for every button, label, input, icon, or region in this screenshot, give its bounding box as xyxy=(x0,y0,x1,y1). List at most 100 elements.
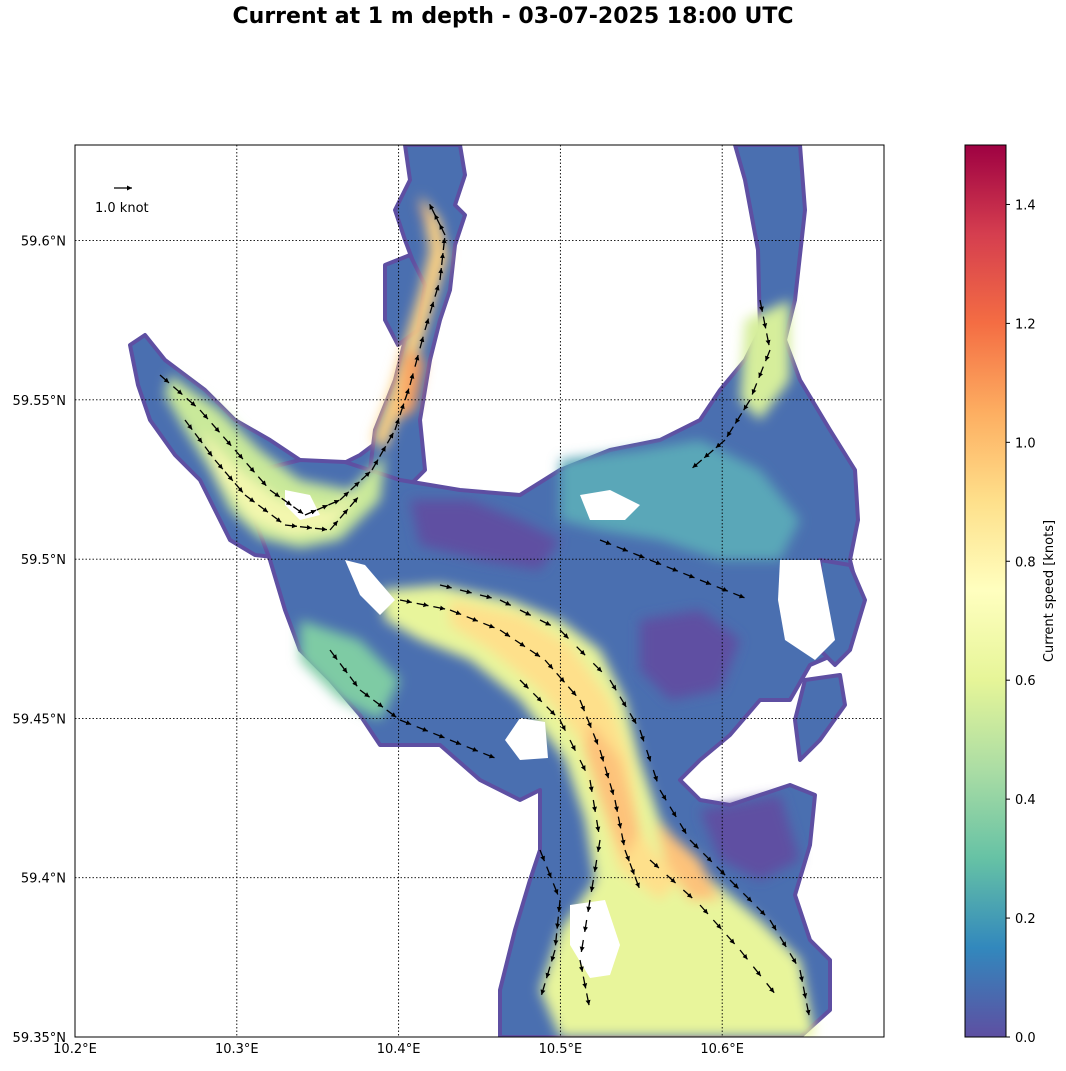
current-arrow xyxy=(349,676,358,687)
current-arrow xyxy=(399,403,405,416)
current-arrow xyxy=(199,409,209,420)
current-arrow xyxy=(441,238,447,251)
current-arrow xyxy=(483,622,495,629)
current-vectors xyxy=(159,203,811,1016)
current-arrow xyxy=(246,462,256,473)
current-arrow xyxy=(764,349,771,362)
current-arrow xyxy=(439,584,452,590)
current-arrow xyxy=(779,936,787,948)
current-arrow xyxy=(733,592,745,599)
current-arrow xyxy=(743,399,751,411)
current-arrow xyxy=(726,934,736,945)
current-arrow xyxy=(613,799,619,812)
current-arrow xyxy=(419,336,425,349)
current-arrow xyxy=(514,639,526,648)
colorbar-tick-label: 0.8 xyxy=(1015,555,1036,570)
current-arrow xyxy=(546,866,552,879)
colorbar-ticks: 0.0 0.2 0.4 0.6 0.8 1.0 1.2 1.4 xyxy=(1006,198,1036,1046)
y-tick-label: 59.6°N xyxy=(21,235,66,250)
current-arrow xyxy=(703,449,714,459)
current-arrow xyxy=(617,816,623,829)
current-arrow xyxy=(756,906,766,916)
current-arrow xyxy=(204,446,213,457)
x-tick-label: 10.3°E xyxy=(215,1042,259,1057)
current-arrow xyxy=(546,706,556,716)
current-arrow xyxy=(339,491,350,501)
current-arrow xyxy=(292,506,304,515)
current-arrow xyxy=(619,696,627,708)
current-arrow xyxy=(639,729,645,742)
current-arrow xyxy=(499,629,511,638)
x-tick-label: 10.4°E xyxy=(377,1042,421,1057)
current-arrow xyxy=(579,759,586,772)
colorbar-tick-label: 0.2 xyxy=(1015,912,1036,927)
current-arrow xyxy=(438,268,444,281)
colorbar-tick-label: 0.4 xyxy=(1015,793,1036,808)
current-arrow xyxy=(222,436,232,447)
colorbar: 0.0 0.2 0.4 0.6 0.8 1.0 1.2 1.4 Current speed [… xyxy=(964,144,1057,1046)
current-arrow xyxy=(726,426,734,438)
current-arrow xyxy=(466,616,479,622)
current-arrow xyxy=(244,494,255,503)
current-arrow xyxy=(316,504,328,511)
current-arrow xyxy=(758,299,764,312)
current-arrow xyxy=(669,806,677,818)
y-tick-label: 59.55°N xyxy=(13,394,66,409)
current-arrow xyxy=(433,605,446,611)
current-arrow xyxy=(479,594,492,600)
current-arrow xyxy=(556,899,562,913)
current-arrow xyxy=(649,559,662,566)
current-arrow xyxy=(798,969,804,982)
current-arrow xyxy=(588,779,594,792)
current-arrow xyxy=(802,986,808,999)
current-arrow xyxy=(234,449,244,460)
current-arrow xyxy=(699,904,709,915)
quiver-key-label: 1.0 knot xyxy=(95,201,149,216)
current-arrow xyxy=(211,422,221,433)
current-arrow xyxy=(652,769,658,782)
current-arrow xyxy=(712,919,722,930)
colorbar-tick-label: 0.0 xyxy=(1015,1031,1036,1046)
current-arrow xyxy=(386,709,397,718)
current-arrow xyxy=(716,586,729,592)
x-tick-label: 10.2°E xyxy=(53,1042,97,1057)
current-arrow xyxy=(372,699,384,708)
current-arrow xyxy=(350,481,360,491)
map-area[interactable]: 1.0 knot xyxy=(75,145,884,1037)
current-arrow xyxy=(416,602,429,608)
current-arrow xyxy=(585,993,591,1006)
current-arrow xyxy=(739,949,749,960)
current-arrow xyxy=(269,489,281,498)
current-arrow xyxy=(805,1003,811,1016)
current-arrow xyxy=(679,822,687,834)
current-arrow xyxy=(765,333,771,346)
current-arrow xyxy=(224,471,234,482)
current-arrow xyxy=(449,609,462,616)
current-arrow xyxy=(649,859,660,869)
current-arrow xyxy=(360,471,371,481)
islands xyxy=(285,490,835,978)
current-arrow xyxy=(416,726,429,732)
current-arrow xyxy=(659,789,667,801)
y-axis: 59.35°N 59.4°N 59.45°N 59.5°N 59.55°N 59.6°N xyxy=(13,235,66,1046)
current-arrow xyxy=(699,579,712,586)
colorbar-gradient xyxy=(964,144,1007,1038)
current-arrow xyxy=(646,749,652,762)
current-arrow xyxy=(752,966,762,977)
current-arrow xyxy=(579,699,586,712)
current-arrow xyxy=(599,539,612,546)
current-arrow xyxy=(624,849,630,862)
current-arrow xyxy=(399,719,412,726)
current-arrow xyxy=(434,213,441,226)
current-arrow xyxy=(544,659,554,670)
current-arrow xyxy=(616,546,629,552)
current-arrow xyxy=(592,662,603,673)
current-arrow xyxy=(766,982,775,994)
current-arrow xyxy=(532,692,543,703)
colorbar-tick-label: 1.0 xyxy=(1015,436,1036,451)
current-arrow xyxy=(633,552,645,559)
current-arrow xyxy=(539,619,552,626)
current-arrow xyxy=(751,383,758,395)
current-arrow xyxy=(281,497,292,506)
current-arrow xyxy=(414,354,420,367)
